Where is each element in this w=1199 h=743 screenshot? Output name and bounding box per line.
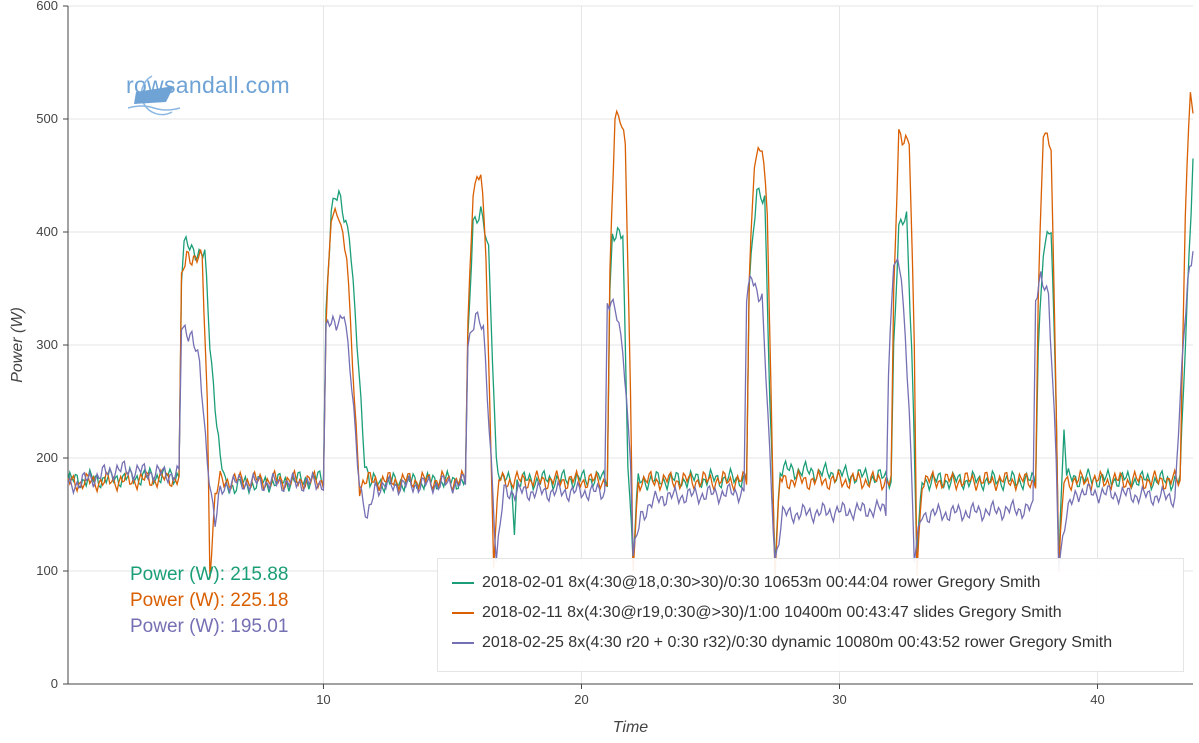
logo: rowsandall.com: [122, 72, 290, 116]
y-axis-label: Power (W): [9, 307, 26, 383]
legend-swatch-icon: [452, 612, 474, 614]
readout-series-2: Power (W): 225.18: [130, 590, 289, 611]
x-tick-label: 40: [1090, 692, 1104, 707]
legend-item-1[interactable]: 2018-02-01 8x(4:30@18,0:30>30)/0:30 1065…: [452, 574, 1040, 592]
legend-swatch-icon: [452, 582, 474, 584]
x-axis-label: Time: [613, 719, 649, 736]
x-tick-label: 10: [316, 692, 330, 707]
legend-label: 2018-02-01 8x(4:30@18,0:30>30)/0:30 1065…: [482, 574, 1041, 591]
y-tick-label: 600: [36, 0, 58, 13]
readout-series-1: Power (W): 215.88: [130, 564, 289, 585]
readout-series-3: Power (W): 195.01: [130, 616, 289, 637]
legend: 2018-02-01 8x(4:30@18,0:30>30)/0:30 1065…: [437, 558, 1184, 672]
legend-label: 2018-02-25 8x(4:30 r20 + 0:30 r32)/0:30 …: [482, 634, 1113, 651]
y-tick-label: 0: [51, 676, 58, 691]
y-tick-label: 200: [36, 450, 58, 465]
legend-item-3[interactable]: 2018-02-25 8x(4:30 r20 + 0:30 r32)/0:30 …: [452, 634, 1112, 652]
legend-label: 2018-02-11 8x(4:30@r19,0:30@>30)/1:00 10…: [482, 604, 1062, 621]
x-tick-label: 30: [832, 692, 846, 707]
series-line-2[interactable]: [67, 92, 1194, 579]
x-tick-label: 20: [574, 692, 588, 707]
rowing-boat-logo-icon: [127, 75, 181, 116]
y-tick-label: 100: [36, 563, 58, 578]
legend-item-2[interactable]: 2018-02-11 8x(4:30@r19,0:30@>30)/1:00 10…: [452, 604, 1062, 622]
y-tick-label: 400: [36, 224, 58, 239]
legend-swatch-icon: [452, 642, 474, 644]
y-tick-label: 500: [36, 111, 58, 126]
y-tick-label: 300: [36, 337, 58, 352]
series-line-3[interactable]: [67, 251, 1194, 569]
hover-readout: Power (W): 215.88 Power (W): 225.18 Powe…: [130, 562, 288, 640]
